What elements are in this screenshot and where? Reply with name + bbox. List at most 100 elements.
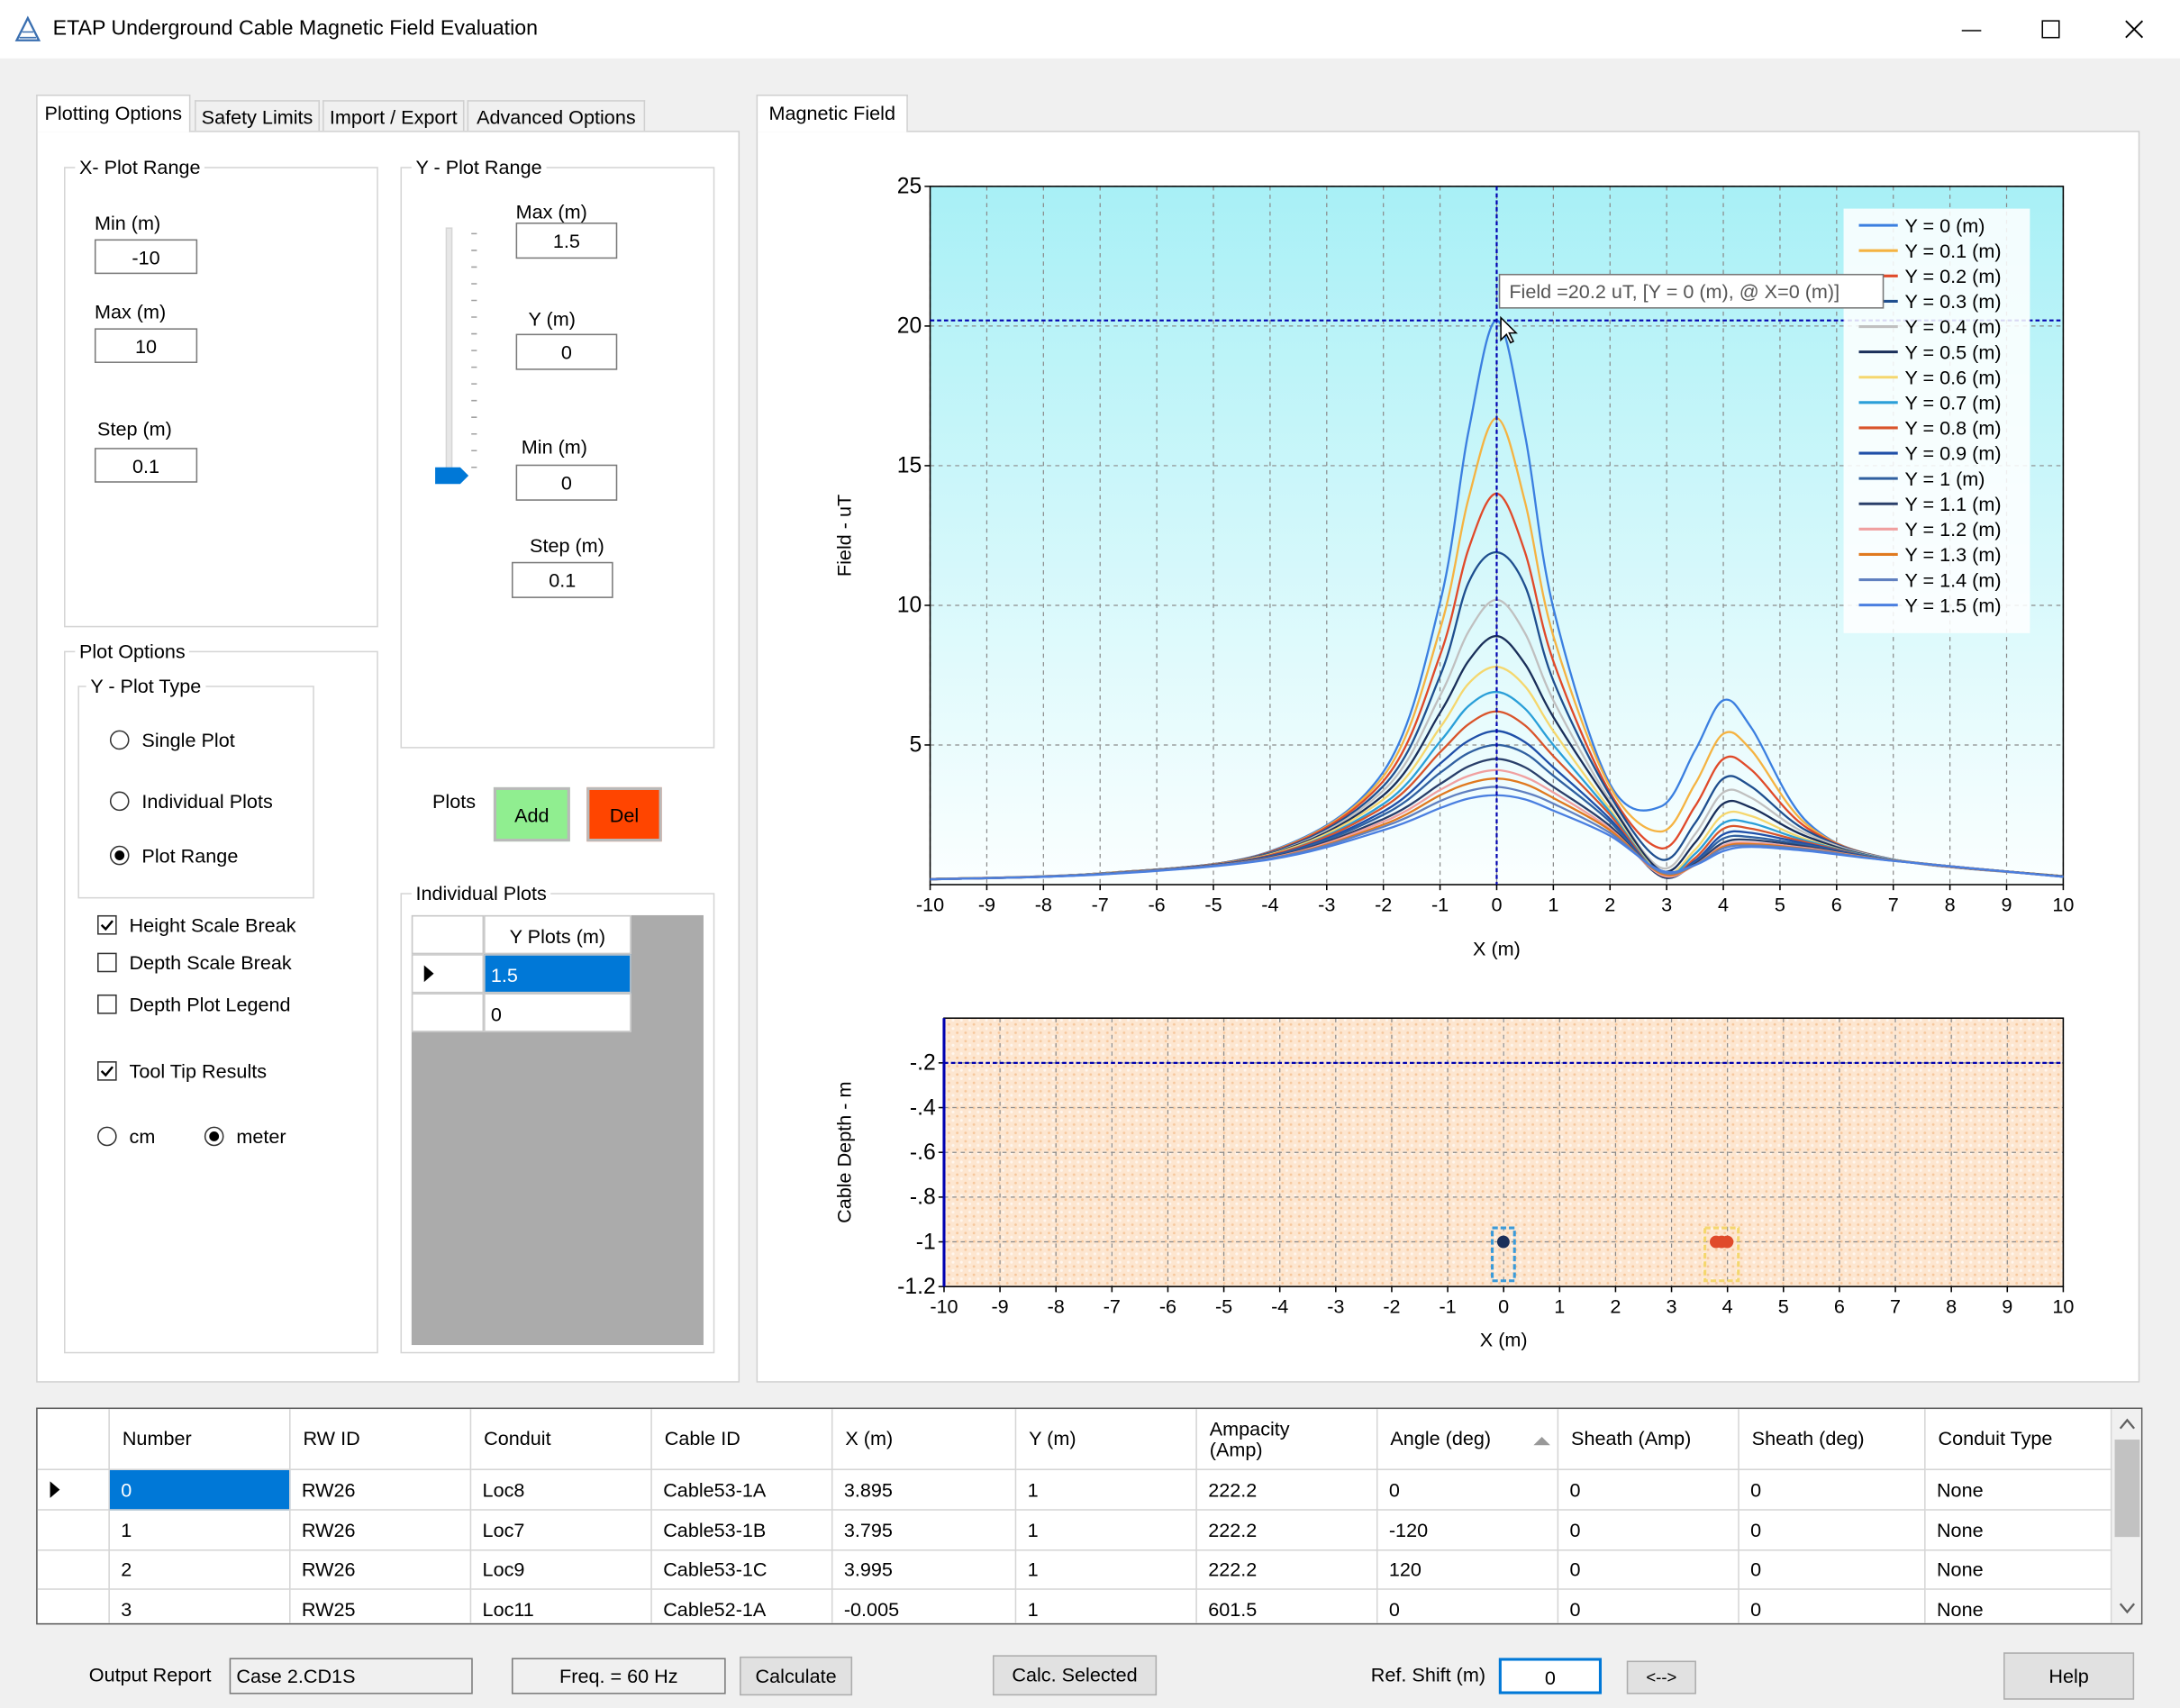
table-cell[interactable]: 3 xyxy=(110,1589,291,1623)
scrollbar[interactable] xyxy=(2112,1409,2142,1623)
table-cell[interactable]: 0 xyxy=(1558,1470,1739,1511)
plot-type-radio[interactable] xyxy=(108,844,131,867)
table-cell[interactable]: Cable52-1A xyxy=(652,1589,833,1623)
calculate-button[interactable]: Calculate xyxy=(740,1656,853,1696)
table-cell[interactable]: None xyxy=(1925,1549,2112,1590)
plot-type-radio[interactable] xyxy=(108,790,131,813)
column-header[interactable]: Sheath (deg) xyxy=(1739,1409,1926,1471)
table-cell[interactable]: Loc7 xyxy=(471,1510,652,1550)
tab[interactable]: Safety Limits xyxy=(195,100,320,132)
table-cell[interactable]: 0 xyxy=(1739,1549,1926,1590)
x-tick-label: -7 xyxy=(1092,893,1109,915)
table-cell[interactable]: -120 xyxy=(1377,1510,1559,1550)
x-step-input[interactable]: 0.1 xyxy=(94,448,198,483)
radio-ring xyxy=(97,1126,117,1147)
column-header[interactable]: Conduit Type xyxy=(1925,1409,2112,1471)
swap-button[interactable]: <--> xyxy=(1626,1660,1696,1694)
table-cell[interactable]: 3.795 xyxy=(832,1510,1017,1550)
table-cell[interactable]: Loc9 xyxy=(471,1549,652,1590)
table-cell[interactable]: RW26 xyxy=(290,1549,472,1590)
grid-cell[interactable]: 1.5 xyxy=(484,954,631,994)
table-cell[interactable]: None xyxy=(1925,1510,2112,1550)
column-header[interactable]: RW ID xyxy=(290,1409,472,1471)
table-cell[interactable]: 0 xyxy=(109,1470,291,1511)
column-header[interactable]: Ampacity (Amp) xyxy=(1196,1409,1378,1471)
cable xyxy=(1496,1235,1510,1249)
column-header[interactable]: Angle (deg) xyxy=(1377,1409,1559,1471)
x-min-input[interactable]: -10 xyxy=(94,239,198,275)
table-cell[interactable]: 0 xyxy=(1558,1589,1739,1623)
ref-shift-input[interactable]: 0 xyxy=(1498,1658,1602,1694)
column-header[interactable]: Sheath (Amp) xyxy=(1558,1409,1739,1471)
table-cell[interactable]: Loc8 xyxy=(471,1470,652,1511)
table-cell[interactable]: RW26 xyxy=(290,1510,472,1550)
column-header[interactable]: X (m) xyxy=(832,1409,1017,1471)
del-button[interactable]: Del xyxy=(586,786,662,842)
table-cell[interactable]: 1 xyxy=(1016,1470,1197,1511)
tab[interactable]: Import / Export xyxy=(322,100,465,132)
unit-radio[interactable] xyxy=(95,1125,118,1148)
table-cell[interactable]: 3.895 xyxy=(832,1470,1017,1511)
table-cell[interactable]: 0 xyxy=(1378,1589,1559,1623)
y-slider[interactable] xyxy=(424,223,486,494)
table-cell[interactable]: 0 xyxy=(1558,1510,1739,1550)
table-cell[interactable]: 0 xyxy=(1558,1549,1739,1590)
calc-selected-button[interactable]: Calc. Selected xyxy=(992,1655,1158,1696)
table-cell[interactable]: 1 xyxy=(1016,1510,1197,1550)
table-cell[interactable]: None xyxy=(1926,1589,2112,1623)
column-header[interactable]: Number xyxy=(109,1409,291,1471)
table-cell[interactable]: None xyxy=(1925,1470,2112,1511)
table-cell[interactable]: 2 xyxy=(109,1549,291,1590)
help-button[interactable]: Help xyxy=(2003,1652,2135,1700)
y-input[interactable]: 0 xyxy=(515,333,618,370)
x-tick-label: 2 xyxy=(1610,1295,1621,1318)
tab[interactable]: Plotting Options xyxy=(36,94,191,132)
column-header[interactable]: Cable ID xyxy=(651,1409,833,1471)
checkbox[interactable] xyxy=(95,951,118,974)
grid-cell[interactable]: 0 xyxy=(484,992,631,1031)
frequency-field: Freq. = 60 Hz xyxy=(511,1658,726,1694)
output-report-input[interactable]: Case 2.CD1S xyxy=(229,1658,473,1694)
table-cell[interactable]: Cable53-1A xyxy=(651,1470,833,1511)
table-cell[interactable]: 120 xyxy=(1377,1549,1559,1590)
x-max-input[interactable]: 10 xyxy=(94,328,198,363)
table-cell[interactable]: RW25 xyxy=(291,1589,472,1623)
tab[interactable]: Magnetic Field xyxy=(756,94,908,132)
column-header[interactable]: Conduit xyxy=(471,1409,652,1471)
checkbox[interactable] xyxy=(95,993,118,1015)
table-cell[interactable]: 1 xyxy=(109,1510,291,1550)
column-header[interactable]: Y (m) xyxy=(1016,1409,1197,1471)
y-step-input[interactable]: 0.1 xyxy=(511,561,613,598)
check-mark xyxy=(100,1066,114,1077)
add-button[interactable]: Add xyxy=(493,786,570,842)
plot-type-radio[interactable] xyxy=(108,729,131,751)
table-cell[interactable]: RW26 xyxy=(290,1470,472,1511)
tab[interactable]: Advanced Options xyxy=(467,100,646,132)
table-cell[interactable]: 0 xyxy=(1377,1470,1559,1511)
x-plot-range-group xyxy=(63,167,378,628)
conduit xyxy=(1703,1226,1740,1283)
table-cell[interactable]: 0 xyxy=(1739,1510,1926,1550)
table-cell[interactable]: Loc11 xyxy=(471,1589,652,1623)
table-cell[interactable]: 222.2 xyxy=(1196,1470,1378,1511)
checkbox[interactable] xyxy=(95,913,118,936)
table-cell[interactable]: 222.2 xyxy=(1196,1549,1378,1590)
x-tick-label: 4 xyxy=(1722,1295,1733,1318)
table-cell[interactable]: 601.5 xyxy=(1197,1589,1378,1623)
table-cell[interactable]: -0.005 xyxy=(832,1589,1017,1623)
table-cell[interactable]: 0 xyxy=(1739,1589,1926,1623)
table-cell[interactable]: 1 xyxy=(1016,1549,1197,1590)
y-min-input[interactable]: 0 xyxy=(515,464,618,501)
table-cell[interactable]: 3.995 xyxy=(832,1549,1017,1590)
checkbox[interactable] xyxy=(95,1060,118,1083)
table-cell[interactable]: Cable53-1C xyxy=(651,1549,833,1590)
y-tick-label: -1.2 xyxy=(897,1275,936,1299)
conduit xyxy=(1490,1226,1516,1283)
unit-radio[interactable] xyxy=(203,1125,225,1148)
table-cell[interactable]: Cable53-1B xyxy=(651,1510,833,1550)
window-controls[interactable] xyxy=(1947,11,2169,50)
table-cell[interactable]: 1 xyxy=(1016,1589,1197,1623)
table-cell[interactable]: 222.2 xyxy=(1196,1510,1378,1550)
y-max-input[interactable]: 1.5 xyxy=(515,223,618,259)
table-cell[interactable]: 0 xyxy=(1739,1470,1926,1511)
